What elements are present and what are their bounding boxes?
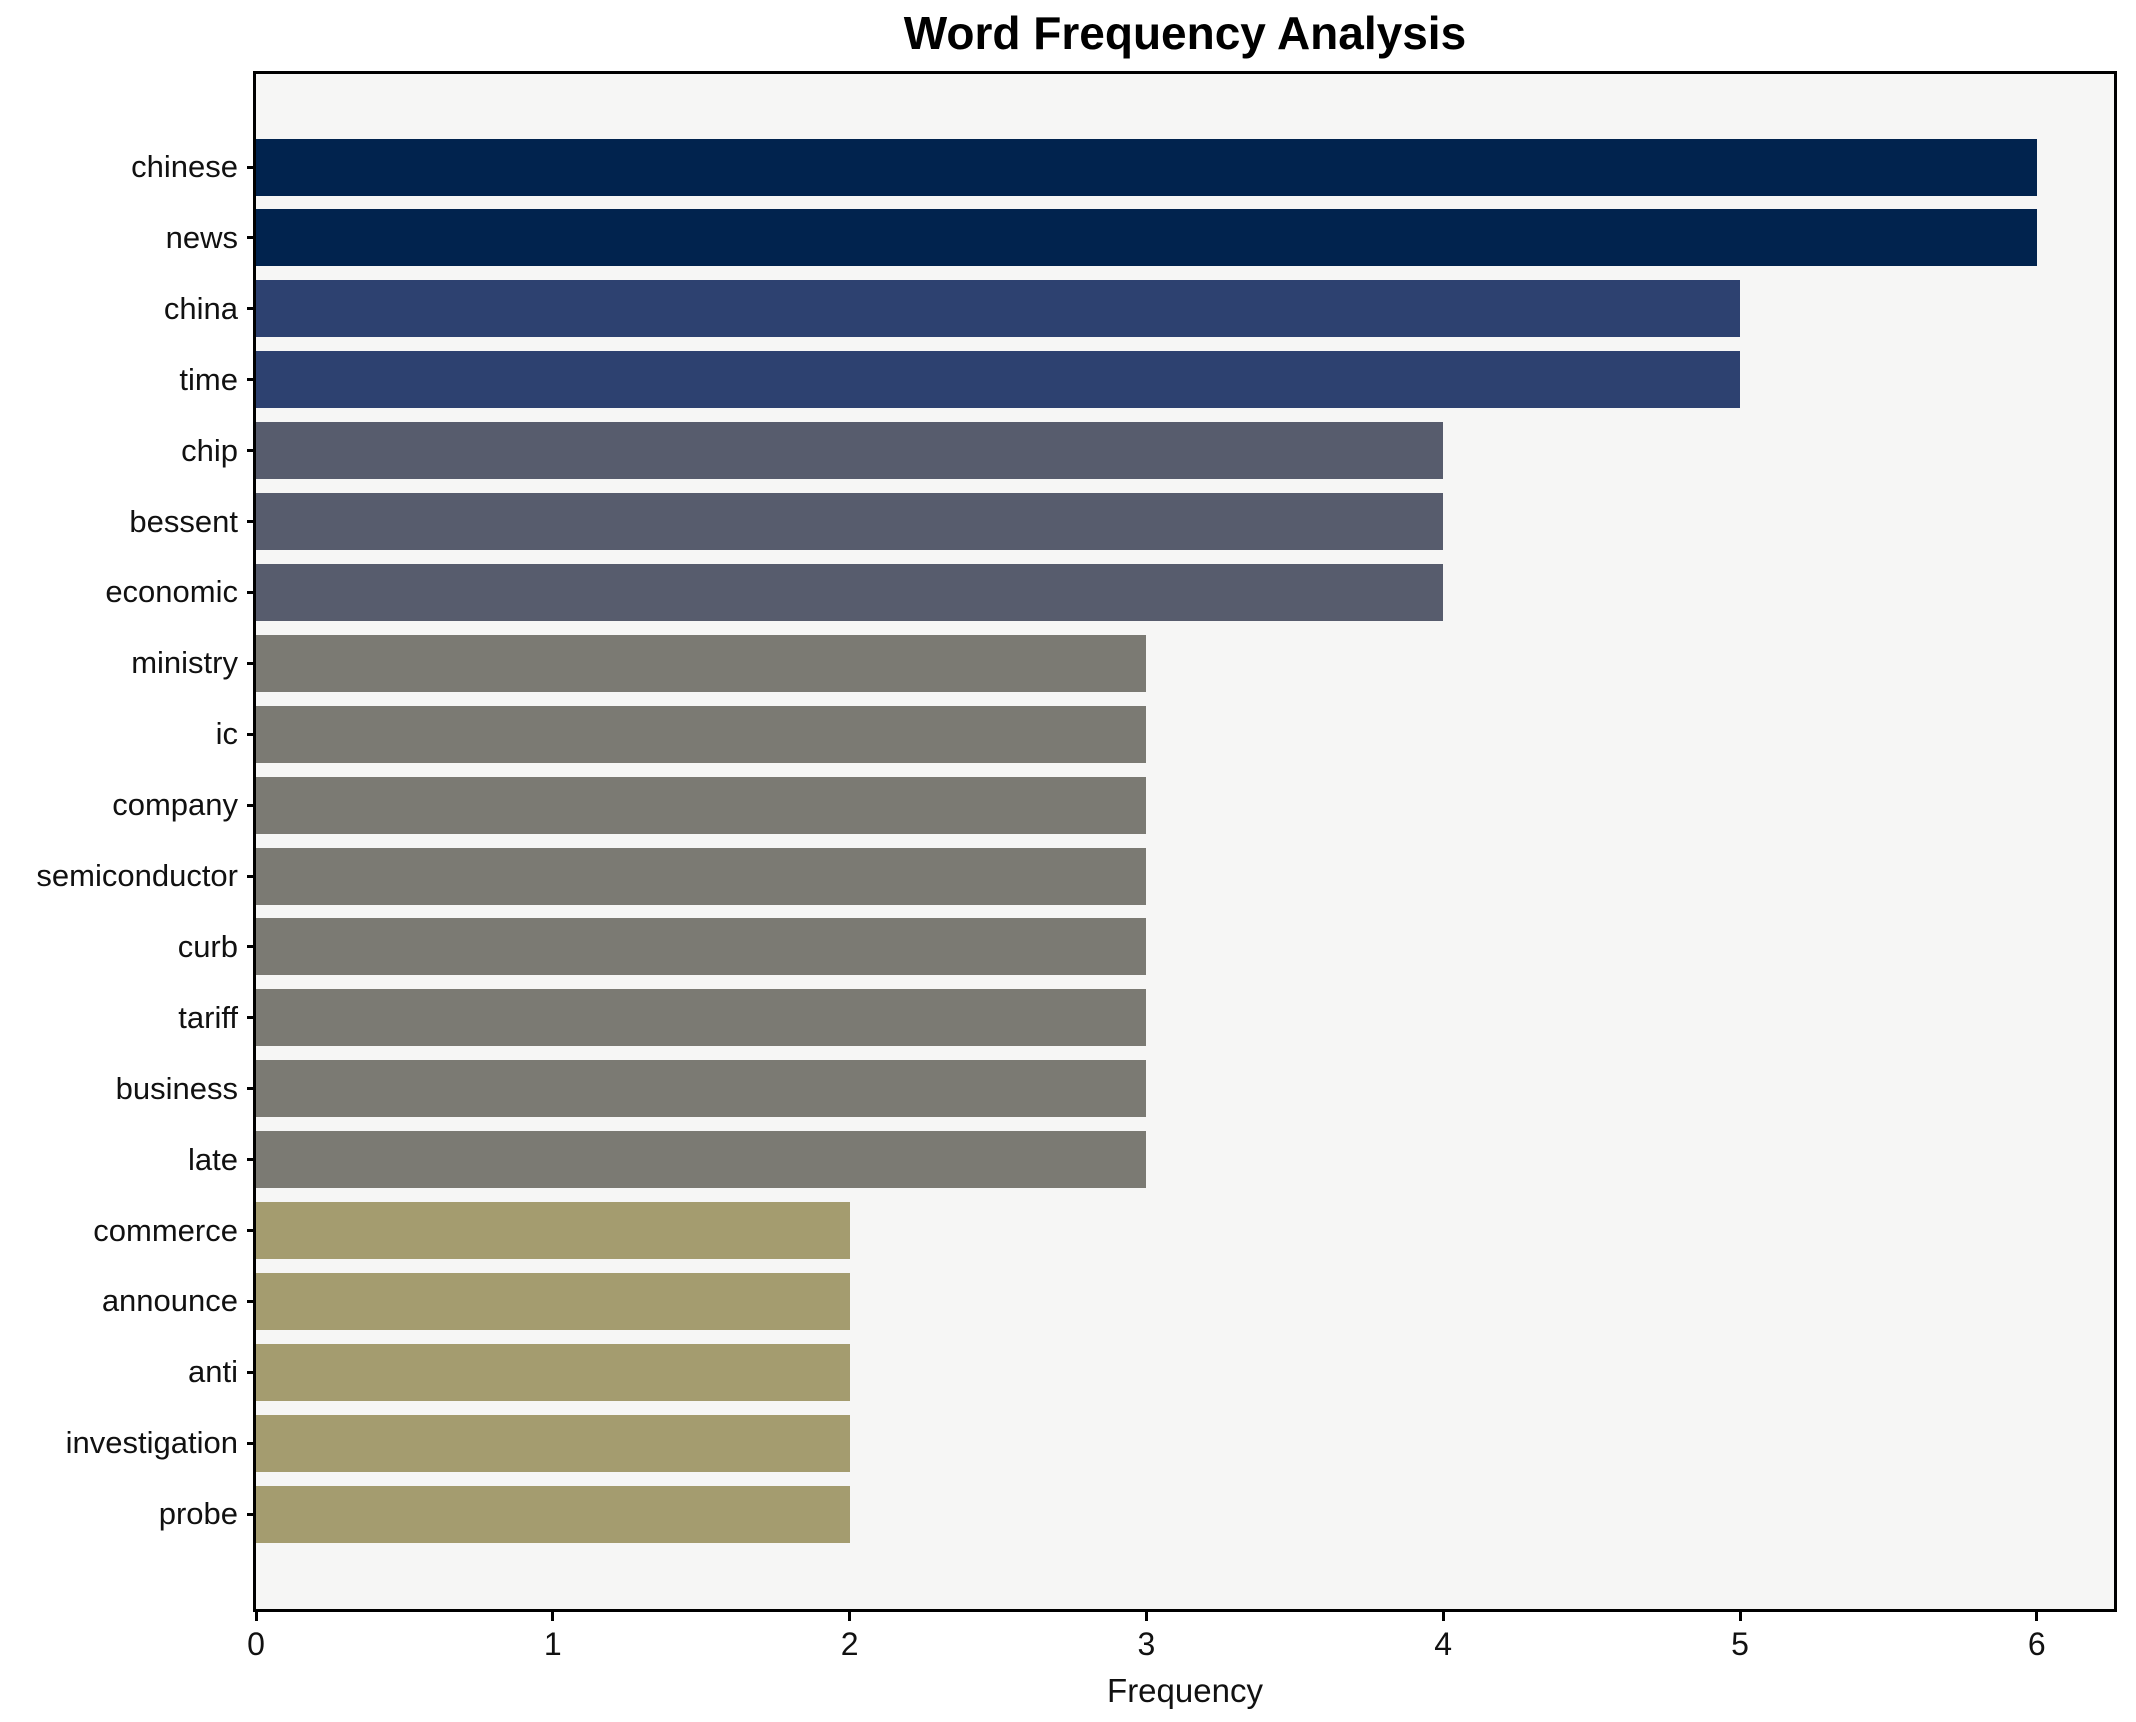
y-tick-label-probe: probe bbox=[158, 1496, 238, 1532]
bar-news bbox=[256, 209, 2037, 267]
y-tick-mark bbox=[247, 945, 256, 949]
y-tick-label-announce: announce bbox=[101, 1283, 238, 1319]
x-tick-label-5: 5 bbox=[1731, 1626, 1749, 1662]
y-tick-mark bbox=[247, 590, 256, 594]
bar-semiconductor bbox=[256, 847, 1147, 905]
y-tick-mark bbox=[247, 449, 256, 453]
y-tick-mark bbox=[247, 1016, 256, 1020]
y-tick-label-time: time bbox=[179, 361, 238, 397]
y-tick-label-semiconductor: semiconductor bbox=[36, 858, 238, 893]
x-axis-label: Frequency bbox=[1107, 1672, 1263, 1709]
y-tick-label-news: news bbox=[165, 219, 238, 255]
x-tick-label-6: 6 bbox=[2027, 1626, 2046, 1662]
bar-anti bbox=[256, 1343, 850, 1401]
y-tick-label-bessent: bessent bbox=[129, 503, 238, 539]
x-tick-mark bbox=[1144, 1612, 1148, 1621]
y-tick-mark bbox=[247, 803, 256, 807]
y-tick-mark bbox=[247, 874, 256, 878]
y-tick-mark bbox=[247, 1370, 256, 1374]
x-tick-mark bbox=[2035, 1612, 2039, 1621]
y-tick-mark bbox=[247, 1299, 256, 1303]
bar-time bbox=[256, 351, 1740, 409]
y-tick-label-company: company bbox=[112, 787, 238, 823]
y-tick-label-business: business bbox=[115, 1070, 238, 1106]
x-tick-label-2: 2 bbox=[840, 1626, 859, 1662]
y-tick-mark bbox=[247, 378, 256, 382]
y-tick-mark bbox=[247, 732, 256, 736]
bar-company bbox=[256, 776, 1147, 834]
bar-tariff bbox=[256, 989, 1147, 1047]
x-tick-label-4: 4 bbox=[1434, 1626, 1453, 1662]
y-tick-label-investigation: investigation bbox=[65, 1425, 238, 1461]
y-tick-mark bbox=[247, 236, 256, 240]
bar-china bbox=[256, 280, 1740, 338]
bar-late bbox=[256, 1131, 1147, 1189]
bar-bessent bbox=[256, 493, 1444, 550]
x-tick-label-0: 0 bbox=[247, 1626, 265, 1662]
x-tick-mark bbox=[1441, 1612, 1445, 1621]
bar-investigation bbox=[256, 1414, 850, 1472]
bar-chinese bbox=[256, 138, 2037, 196]
y-tick-label-chip: chip bbox=[181, 432, 238, 468]
y-tick-label-ic: ic bbox=[215, 716, 238, 752]
x-tick-label-1: 1 bbox=[543, 1626, 562, 1662]
x-tick-mark bbox=[254, 1612, 258, 1621]
x-tick-label-3: 3 bbox=[1137, 1626, 1156, 1662]
chart-title: Word Frequency Analysis bbox=[903, 7, 1467, 59]
y-tick-label-economic: economic bbox=[105, 574, 238, 610]
bar-chip bbox=[256, 422, 1444, 480]
bar-commerce bbox=[256, 1202, 850, 1259]
y-tick-label-commerce: commerce bbox=[93, 1212, 238, 1248]
y-tick-mark bbox=[247, 1087, 256, 1091]
bar-business bbox=[256, 1060, 1147, 1118]
y-tick-mark bbox=[247, 307, 256, 311]
y-tick-mark bbox=[247, 661, 256, 665]
bar-curb bbox=[256, 918, 1147, 976]
bar-announce bbox=[256, 1272, 850, 1330]
y-tick-mark bbox=[247, 1441, 256, 1445]
y-tick-mark bbox=[247, 520, 256, 523]
x-tick-mark bbox=[551, 1612, 555, 1621]
y-tick-label-late: late bbox=[188, 1141, 238, 1177]
x-tick-mark bbox=[1738, 1612, 1742, 1621]
y-tick-label-china: china bbox=[163, 290, 238, 326]
x-tick-mark bbox=[848, 1612, 852, 1621]
y-tick-label-chinese: chinese bbox=[131, 149, 238, 184]
bar-probe bbox=[256, 1485, 850, 1543]
bar-economic bbox=[256, 563, 1444, 621]
y-tick-mark bbox=[247, 1158, 256, 1162]
y-tick-mark bbox=[247, 165, 256, 169]
y-tick-label-tariff: tariff bbox=[178, 999, 238, 1035]
y-tick-mark bbox=[247, 1229, 256, 1232]
y-tick-label-anti: anti bbox=[188, 1354, 238, 1390]
y-tick-label-curb: curb bbox=[177, 928, 238, 964]
y-tick-label-ministry: ministry bbox=[131, 645, 238, 681]
y-tick-mark bbox=[247, 1512, 256, 1516]
bar-ic bbox=[256, 705, 1147, 763]
bar-ministry bbox=[256, 634, 1147, 692]
